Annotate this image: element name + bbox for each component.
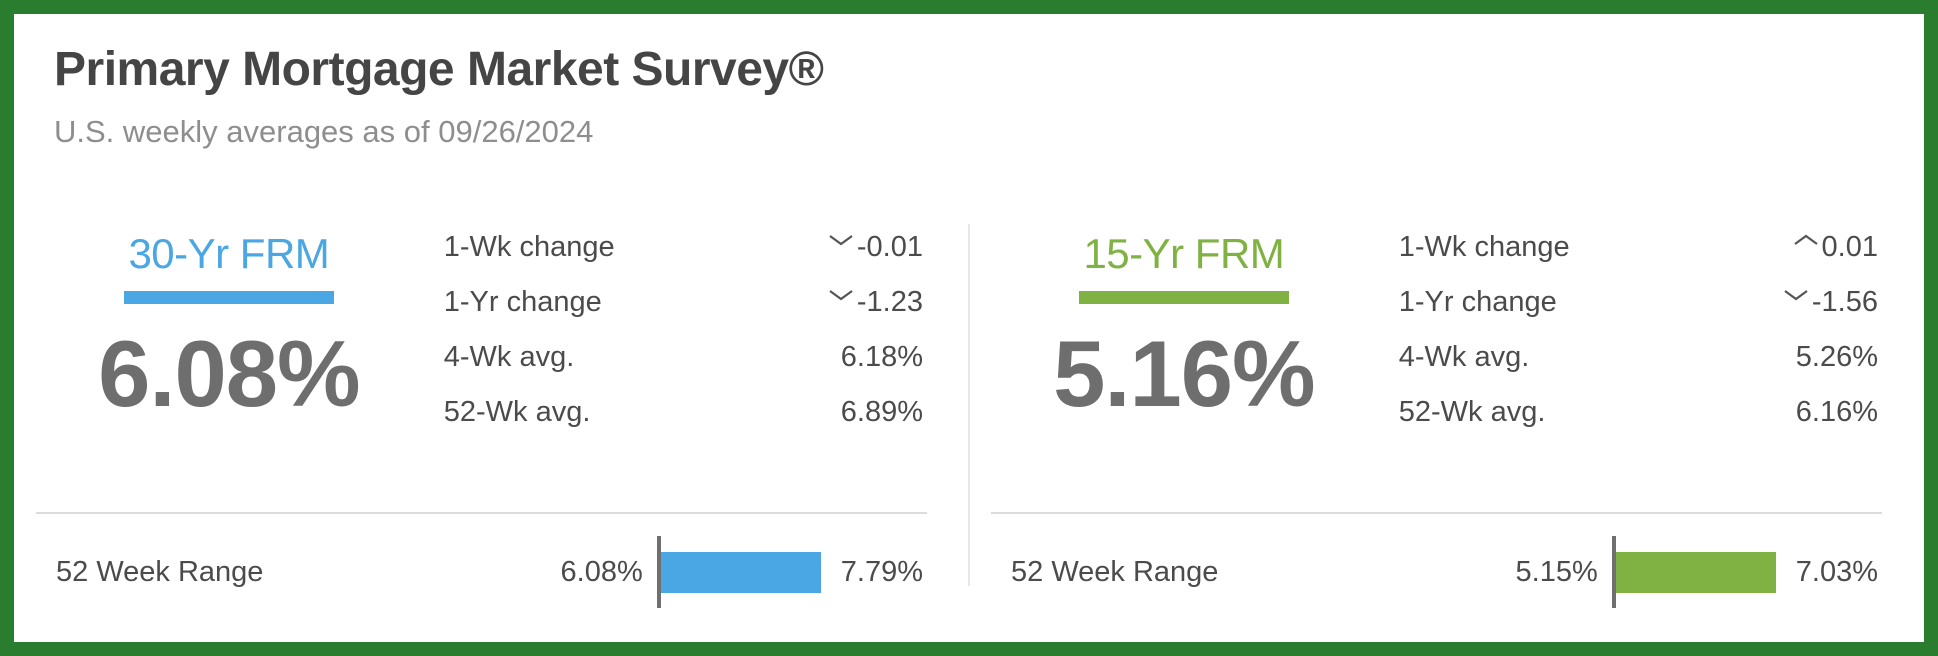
range-max-value: 7.79% bbox=[840, 555, 923, 588]
stat-value-text: -1.23 bbox=[856, 286, 923, 318]
stat-row: 1-Yr change -1.23 bbox=[444, 285, 923, 319]
section-divider bbox=[36, 512, 927, 514]
range-row: 52 Week Range 5.15% 7.03% bbox=[969, 536, 1924, 608]
range-bar bbox=[660, 551, 821, 593]
stats-list: 1-Wk change 0.01 1-Yr change -1.56 bbox=[1399, 230, 1924, 450]
stat-value: 5.26% bbox=[1796, 340, 1878, 374]
stat-label: 52-Wk avg. bbox=[443, 396, 591, 428]
up-chevron-icon bbox=[1793, 234, 1818, 245]
stat-value: -0.01 bbox=[828, 230, 923, 264]
widget-header: Primary Mortgage Market Survey® U.S. wee… bbox=[14, 14, 1924, 150]
down-chevron-icon bbox=[829, 290, 853, 301]
stat-label: 1-Wk change bbox=[443, 231, 615, 263]
stat-label: 4-Wk avg. bbox=[443, 341, 575, 373]
page-subtitle: U.S. weekly averages as of 09/26/2024 bbox=[54, 114, 594, 149]
stats-list: 1-Wk change -0.01 1-Yr change -1.23 bbox=[444, 230, 969, 450]
current-rate-value: 6.08% bbox=[98, 321, 361, 426]
stat-label: 52-Wk avg. bbox=[1398, 396, 1546, 428]
stat-row: 1-Wk change -0.01 bbox=[444, 230, 923, 264]
stat-row: 4-Wk avg. 5.26% bbox=[1399, 340, 1878, 374]
rate-block: 30-Yr FRM 6.08% bbox=[14, 230, 444, 450]
stat-label: 1-Yr change bbox=[1398, 286, 1557, 318]
range-marker bbox=[1611, 536, 1616, 608]
stat-value: 0.01 bbox=[1793, 230, 1878, 264]
stat-value: 6.89% bbox=[841, 395, 923, 429]
stat-label: 1-Yr change bbox=[443, 286, 602, 318]
product-name: 30-Yr FRM bbox=[128, 230, 330, 277]
rate-panels: 30-Yr FRM 6.08% 1-Wk change -0.01 1-Yr c… bbox=[14, 150, 1924, 642]
down-chevron-icon bbox=[829, 235, 853, 246]
stat-row: 52-Wk avg. 6.89% bbox=[444, 395, 923, 429]
range-min-value: 6.08% bbox=[560, 555, 643, 588]
rate-panel-15-yr-frm: 15-Yr FRM 5.16% 1-Wk change 0.01 1-Yr ch… bbox=[968, 150, 1924, 642]
stat-value-text: -1.56 bbox=[1811, 286, 1878, 318]
range-min-value: 5.15% bbox=[1515, 555, 1598, 588]
stat-value: -1.56 bbox=[1783, 285, 1878, 319]
stat-value: -1.23 bbox=[828, 285, 923, 319]
range-max-value: 7.03% bbox=[1795, 555, 1878, 588]
range-marker bbox=[656, 536, 661, 608]
stat-row: 4-Wk avg. 6.18% bbox=[444, 340, 923, 374]
rate-panel-30-yr-frm: 30-Yr FRM 6.08% 1-Wk change -0.01 1-Yr c… bbox=[14, 150, 969, 642]
accent-underline bbox=[123, 291, 334, 304]
section-divider bbox=[991, 512, 1882, 514]
stat-value: 6.16% bbox=[1796, 395, 1878, 429]
range-bar bbox=[1615, 551, 1776, 593]
panel-top: 15-Yr FRM 5.16% 1-Wk change 0.01 1-Yr ch… bbox=[969, 150, 1924, 450]
stat-row: 52-Wk avg. 6.16% bbox=[1399, 395, 1878, 429]
stat-value-text: -0.01 bbox=[856, 231, 923, 263]
stat-row: 1-Yr change -1.56 bbox=[1399, 285, 1878, 319]
panel-top: 30-Yr FRM 6.08% 1-Wk change -0.01 1-Yr c… bbox=[14, 150, 969, 450]
stat-label: 1-Wk change bbox=[1398, 231, 1570, 263]
product-name: 15-Yr FRM bbox=[1083, 230, 1285, 277]
stat-value-text: 0.01 bbox=[1821, 231, 1878, 263]
stat-value-text: 6.18% bbox=[840, 341, 923, 373]
stat-value-text: 5.26% bbox=[1795, 341, 1878, 373]
stat-value-text: 6.89% bbox=[840, 396, 923, 428]
rate-block: 15-Yr FRM 5.16% bbox=[969, 230, 1399, 450]
range-label: 52 Week Range bbox=[1011, 555, 1219, 588]
current-rate-value: 5.16% bbox=[1053, 321, 1316, 426]
accent-underline bbox=[1078, 291, 1289, 304]
stat-row: 1-Wk change 0.01 bbox=[1399, 230, 1878, 264]
stat-label: 4-Wk avg. bbox=[1398, 341, 1530, 373]
range-label: 52 Week Range bbox=[56, 555, 264, 588]
page-title: Primary Mortgage Market Survey® bbox=[54, 43, 824, 96]
range-row: 52 Week Range 6.08% 7.79% bbox=[14, 536, 969, 608]
stat-value: 6.18% bbox=[841, 340, 923, 374]
stat-value-text: 6.16% bbox=[1795, 396, 1878, 428]
down-chevron-icon bbox=[1784, 290, 1808, 301]
